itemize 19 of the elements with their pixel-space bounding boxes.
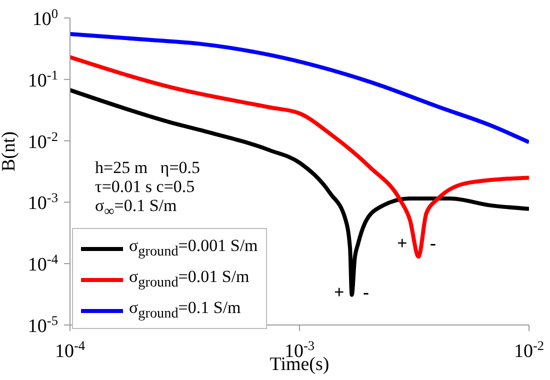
legend-label: σ$_{ground}$=0.001 S/m — [129, 236, 258, 261]
annotation: σ$_{∞}$=0.1 S/m — [95, 196, 178, 222]
y-tick-label: 10$^{-1}$ — [28, 66, 58, 92]
y-tick-label: 10$^{-3}$ — [28, 190, 58, 214]
annotation: + — [397, 233, 408, 253]
y-axis-title: B(nt) — [0, 131, 20, 172]
legend-label: σ$_{ground}$=0.01 S/m — [129, 267, 250, 292]
legend-label: σ$_{ground}$=0.1 S/m — [129, 298, 241, 323]
y-tick-label: 10$^{-2}$ — [28, 128, 58, 153]
annotation: - — [430, 233, 436, 253]
x-tick-label: 10$^{-4}$ — [54, 338, 86, 362]
annotation: - — [363, 282, 369, 302]
y-tick-label: 10$^{-5}$ — [28, 312, 58, 337]
annotation: + — [334, 282, 344, 302]
x-tick-label: 10$^{-2}$ — [514, 338, 544, 362]
annotation: h=25 m η=0.5 — [95, 158, 200, 177]
y-tick-label: 10$^{-4}$ — [28, 251, 58, 276]
y-tick-label: 10$^{0}$ — [32, 6, 58, 30]
annotation: τ=0.01 s c=0.5 — [95, 177, 196, 196]
